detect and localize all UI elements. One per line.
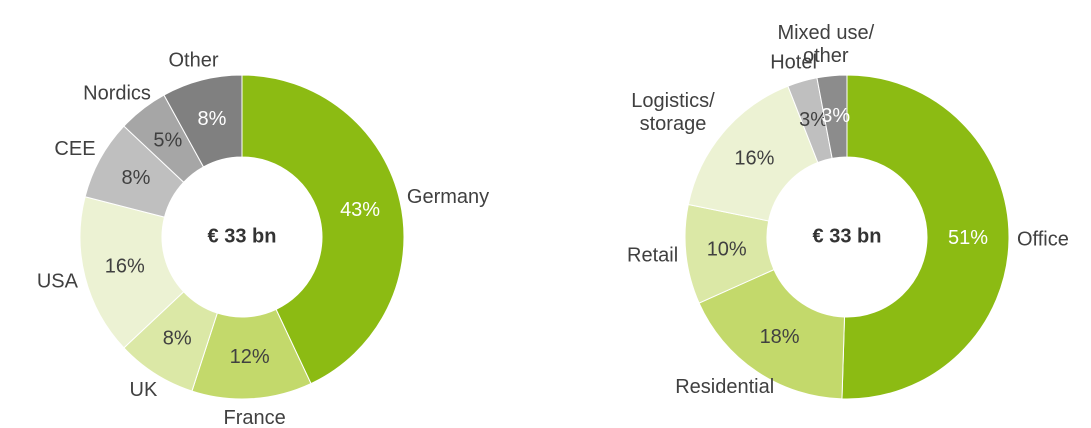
- donut-slice: [698, 268, 846, 400]
- category-label: UK: [129, 378, 158, 401]
- category-label: Logistics/ storage: [631, 89, 715, 135]
- category-label: Hotel: [770, 51, 817, 74]
- donut-slice: [79, 196, 185, 349]
- value-label: 10%: [707, 238, 747, 260]
- category-label: Other: [168, 49, 219, 72]
- value-label: 16%: [734, 147, 774, 169]
- value-label: 12%: [230, 346, 270, 368]
- center-label: € 33 bn: [208, 225, 277, 247]
- value-label: 3%: [821, 105, 850, 127]
- donut-slice: [816, 74, 848, 159]
- category-label: France: [223, 406, 286, 428]
- value-label: 5%: [153, 130, 182, 152]
- value-label: 8%: [163, 327, 192, 349]
- donut-slice: [163, 74, 243, 168]
- donut-slice: [841, 74, 1010, 400]
- category-label: Office: [1016, 228, 1069, 251]
- value-label: 8%: [197, 108, 226, 130]
- value-label: 16%: [105, 255, 145, 277]
- category-label: Mixed use/ other: [777, 21, 875, 67]
- category-label: Retail: [627, 245, 679, 268]
- category-label: Nordics: [83, 82, 151, 105]
- category-label: CEE: [54, 138, 96, 161]
- donut-slice: [687, 85, 819, 222]
- value-label: 8%: [122, 167, 151, 189]
- value-label: 3%: [799, 109, 828, 131]
- category-label: USA: [36, 270, 78, 293]
- value-label: 43%: [340, 199, 380, 221]
- donut-slice: [241, 74, 405, 385]
- category-label: Germany: [406, 185, 490, 208]
- center-label: € 33 bn: [813, 225, 882, 247]
- value-label: 51%: [948, 227, 988, 249]
- value-label: 18%: [760, 326, 800, 348]
- category-label: Residential: [675, 376, 775, 399]
